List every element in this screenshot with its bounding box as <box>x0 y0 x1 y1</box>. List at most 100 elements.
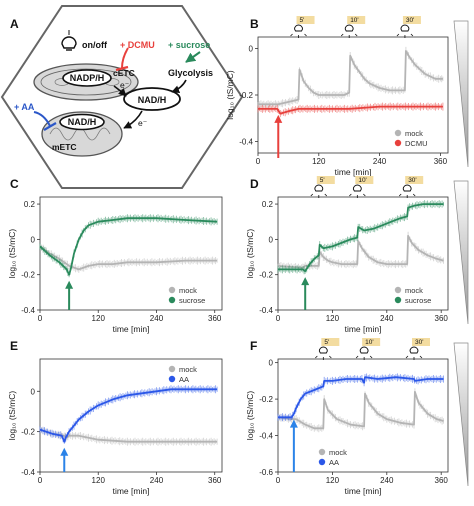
stimulus-duration-box <box>362 338 381 346</box>
light-rays-icon <box>340 33 358 38</box>
stimulus-duration-label: 30' <box>406 17 414 24</box>
series-line-aa <box>39 388 218 443</box>
y-tick-label: -0.2 <box>259 395 273 404</box>
stimulus-duration-box <box>412 338 430 346</box>
stimulus-duration-box <box>402 16 421 24</box>
y-tick-label: 0 <box>31 235 36 244</box>
stimulus-duration-box <box>405 176 424 184</box>
stimulus-duration-label: 10' <box>350 17 358 24</box>
plot-area-c <box>39 196 223 311</box>
y-axis-label: log₁₀ (tS/mC) <box>245 229 255 279</box>
legend-marker-mock <box>168 365 176 373</box>
error-band-mock <box>277 231 444 272</box>
stimulus-duration-label: 30' <box>415 339 423 346</box>
x-tick-label: 0 <box>276 314 281 323</box>
hexagon-frame <box>0 5 244 189</box>
x-axis-label: time [min] <box>345 324 382 334</box>
stimulus-duration-box <box>296 16 315 24</box>
electron-label-2: e⁻ <box>138 118 148 128</box>
treatment-arrow-head <box>289 419 298 428</box>
y-tick-label: -0.2 <box>239 91 253 100</box>
x-axis-label: time [min] <box>113 486 150 496</box>
x-tick-label: 120 <box>92 476 106 485</box>
light-bulb-icon <box>344 24 354 32</box>
x-tick-label: 240 <box>150 314 164 323</box>
x-axis-label: time [min] <box>113 324 150 334</box>
chart-panel-d: D 0 120 240 360 -0.4 -0.2 0 0.2 time [min] log₁₀ (… <box>245 176 474 334</box>
y-tick-label: -0.2 <box>21 271 35 280</box>
panel-a-label: A <box>10 17 19 31</box>
light-bulb-icon <box>402 184 412 192</box>
x-tick-label: 240 <box>380 314 394 323</box>
arrow-chloroplast-to-nadh <box>113 85 127 97</box>
legend-marker-mock <box>318 448 326 456</box>
legend-label-mock: mock <box>179 365 197 374</box>
nadh-central-label: NAD/H <box>138 95 167 105</box>
y-tick-label: 0 <box>269 235 274 244</box>
x-tick-label: 240 <box>373 157 387 166</box>
light-rays-icon <box>355 355 373 360</box>
x-tick-label: 360 <box>435 476 449 485</box>
error-band-sucrose <box>39 214 218 278</box>
y-axis-label: log₁₀ (tS/mC) <box>7 391 17 441</box>
x-tick-label: 120 <box>326 476 340 485</box>
light-bulb-icon <box>352 184 362 192</box>
light-bulb-icon <box>409 346 419 354</box>
chart-panel-b: B 0 120 240 360 -0.4 -0.2 0 time [min] log₁₀ (tS/… <box>225 16 474 177</box>
legend-label-sucrose: sucrose <box>179 296 205 305</box>
panel-b-label: B <box>250 17 259 31</box>
panel-d-label: D <box>250 177 259 191</box>
legend-label-mock: mock <box>329 448 347 457</box>
stimulus-duration-label: 5' <box>324 339 329 346</box>
y-tick-label: -0.4 <box>21 468 35 477</box>
panel-f-label: F <box>250 339 257 353</box>
nadh-central-pool <box>123 87 181 111</box>
treatment-arrow-head <box>301 277 310 286</box>
nadh-gauge-wedge <box>453 180 469 325</box>
plot-area-f <box>277 358 449 473</box>
x-tick-label: 120 <box>326 314 340 323</box>
x-tick-label: 0 <box>256 157 261 166</box>
series-line-sucrose <box>278 203 444 273</box>
treatment-arrow-head <box>60 447 69 456</box>
x-axis-label: time [min] <box>345 486 382 496</box>
y-tick-label: -0.4 <box>259 306 273 315</box>
y-tick-label: -0.4 <box>259 432 273 441</box>
light-rays-icon <box>398 193 416 198</box>
legend-label-dcmu: DCMU <box>405 139 428 148</box>
treatment-arrow-head <box>274 114 283 123</box>
mitochondrion-icon <box>41 111 123 157</box>
stimulus-duration-label: 5' <box>320 177 325 184</box>
legend-marker-aa <box>318 458 326 466</box>
x-tick-label: 240 <box>150 476 164 485</box>
series-line-dcmu <box>258 105 443 115</box>
y-axis-label: log₁₀ (tS/mC) <box>245 391 255 441</box>
legend-marker-mock <box>394 129 402 137</box>
nadh-gauge-wedge <box>453 20 469 168</box>
panel-a-diagram: A on/off NADP/H cETC + DCMU + sucrose Gl… <box>0 5 244 189</box>
plot-area-d <box>277 196 449 311</box>
legend-marker-sucrose <box>168 296 176 304</box>
x-tick-label: 240 <box>380 476 394 485</box>
legend-marker-dcmu <box>394 139 402 147</box>
y-tick-label: -0.2 <box>259 271 273 280</box>
legend-marker-mock <box>168 286 176 294</box>
light-bulb-icon <box>61 30 77 51</box>
metc-label: mETC <box>52 142 77 152</box>
chloroplast-icon <box>33 63 139 101</box>
x-tick-label: 0 <box>276 476 281 485</box>
aa-inhibitor <box>33 111 57 131</box>
sucrose-arrow <box>185 51 201 63</box>
x-tick-label: 360 <box>208 314 222 323</box>
y-axis-label: log₁₀ (tS/mC) <box>7 229 17 279</box>
series-line-aa <box>278 376 444 419</box>
legend-label-sucrose: sucrose <box>405 296 431 305</box>
arrow-glycolysis-to-nadh <box>171 79 187 94</box>
x-tick-label: 0 <box>38 476 43 485</box>
y-tick-label: 0.2 <box>262 200 274 209</box>
x-tick-label: 360 <box>435 314 449 323</box>
nadh-mito-label: NAD/H <box>68 117 97 127</box>
y-tick-label: -0.4 <box>21 306 35 315</box>
series-line-mock <box>277 390 444 430</box>
chart-panel-c: C 0 120 240 360 -0.4 -0.2 0 0.2 time [min] log₁₀ (… <box>7 177 223 334</box>
